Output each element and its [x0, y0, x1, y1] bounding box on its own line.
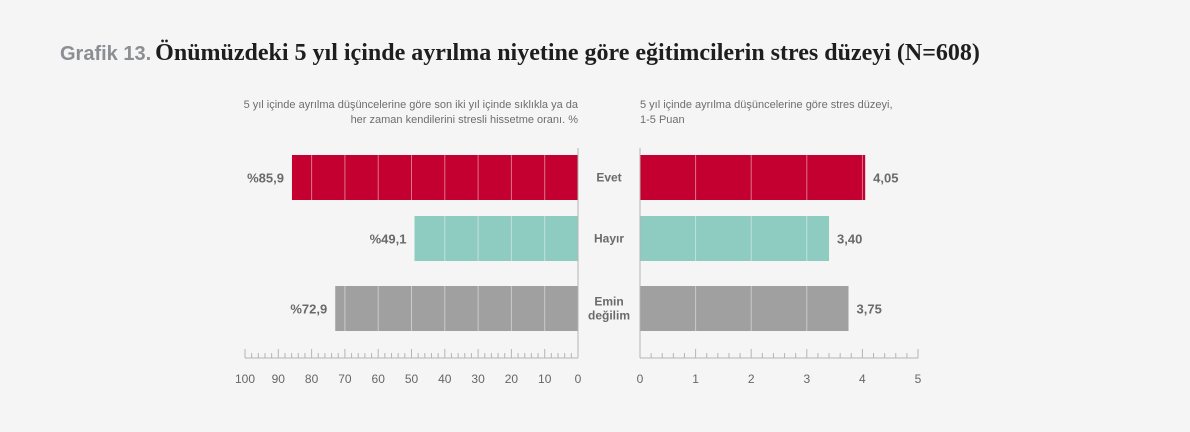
right-tick-label: 3 [803, 372, 810, 386]
chart-title: Grafik 13. Önümüzdeki 5 yıl içinde ayrılm… [60, 40, 980, 67]
chart-title-text: Önümüzdeki 5 yıl içinde ayrılma niyetine… [155, 40, 980, 66]
left-tick-label: 20 [505, 372, 519, 386]
right-chart-subtitle-line-2: 1-5 Puan [640, 114, 685, 126]
right-tick-label: 5 [915, 372, 922, 386]
left-value-label-1: %85,9 [247, 171, 284, 186]
left-tick-label: 90 [272, 372, 286, 386]
left-value-label-2: %49,1 [370, 232, 407, 247]
right-value-label-2: 3,40 [837, 232, 862, 247]
right-tick-label: 0 [637, 372, 644, 386]
left-bar-1 [291, 155, 578, 200]
right-bar-2 [640, 216, 830, 261]
left-tick-label: 30 [471, 372, 485, 386]
left-tick-label: 70 [338, 372, 352, 386]
right-chart-subtitle-line-1: 5 yıl içinde ayrılma düşüncelerine göre … [640, 99, 893, 111]
right-bar-3 [640, 286, 849, 331]
right-bar-1 [640, 155, 866, 200]
category-label-3: değilim [588, 309, 630, 323]
left-tick-label: 40 [438, 372, 452, 386]
right-tick-label: 2 [748, 372, 755, 386]
left-tick-label: 60 [372, 372, 386, 386]
right-tick-label: 4 [859, 372, 866, 386]
left-chart-subtitle: 5 yıl içinde ayrılma düşüncelerine göre … [170, 98, 578, 128]
left-bar-3 [335, 286, 578, 331]
left-chart-subtitle-line-1: 5 yıl içinde ayrılma düşüncelerine göre … [243, 99, 578, 111]
left-tick-label: 100 [235, 372, 255, 386]
chart-title-prefix: Grafik 13. [60, 43, 152, 65]
category-label-3: Emin [594, 295, 623, 309]
left-tick-label: 50 [405, 372, 419, 386]
category-label-1: Evet [596, 171, 621, 185]
category-label-2: Hayır [594, 232, 624, 246]
left-value-label-3: %72,9 [290, 302, 327, 317]
left-tick-label: 10 [538, 372, 552, 386]
right-chart-subtitle: 5 yıl içinde ayrılma düşüncelerine göre … [640, 98, 980, 128]
left-bar-2 [414, 216, 578, 261]
left-chart-subtitle-line-2: her zaman kendilerini stresli hissetme o… [350, 114, 578, 126]
right-tick-label: 1 [692, 372, 699, 386]
right-value-label-1: 4,05 [873, 171, 898, 186]
left-tick-label: 80 [305, 372, 319, 386]
right-value-label-3: 3,75 [857, 302, 882, 317]
left-tick-label: 0 [575, 372, 582, 386]
